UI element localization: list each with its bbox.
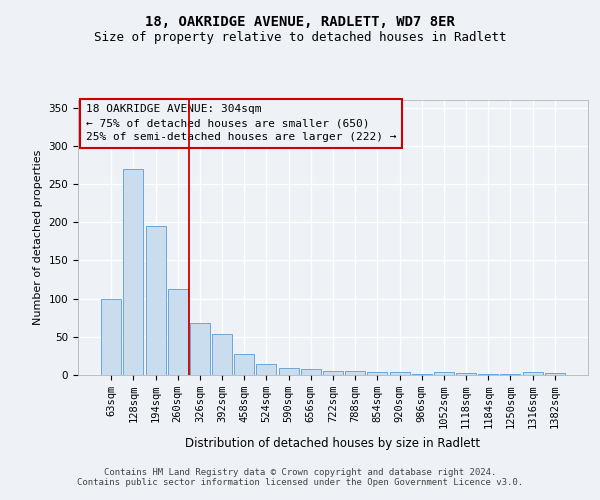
Bar xyxy=(101,298,121,375)
Bar xyxy=(478,374,498,375)
Text: 18 OAKRIDGE AVENUE: 304sqm
← 75% of detached houses are smaller (650)
25% of sem: 18 OAKRIDGE AVENUE: 304sqm ← 75% of deta… xyxy=(86,104,396,142)
Text: Size of property relative to detached houses in Radlett: Size of property relative to detached ho… xyxy=(94,31,506,44)
Bar xyxy=(278,368,299,375)
Bar xyxy=(389,372,410,375)
Bar xyxy=(500,374,520,375)
Bar xyxy=(190,323,210,375)
Bar xyxy=(212,334,232,375)
Y-axis label: Number of detached properties: Number of detached properties xyxy=(33,150,43,325)
Bar xyxy=(367,372,388,375)
Bar xyxy=(412,374,432,375)
Bar xyxy=(545,372,565,375)
X-axis label: Distribution of detached houses by size in Radlett: Distribution of detached houses by size … xyxy=(185,437,481,450)
Text: Contains HM Land Registry data © Crown copyright and database right 2024.
Contai: Contains HM Land Registry data © Crown c… xyxy=(77,468,523,487)
Bar xyxy=(434,372,454,375)
Bar xyxy=(323,371,343,375)
Text: 18, OAKRIDGE AVENUE, RADLETT, WD7 8ER: 18, OAKRIDGE AVENUE, RADLETT, WD7 8ER xyxy=(145,16,455,30)
Bar xyxy=(301,369,321,375)
Bar xyxy=(146,226,166,375)
Bar xyxy=(234,354,254,375)
Bar xyxy=(124,169,143,375)
Bar xyxy=(345,371,365,375)
Bar xyxy=(523,372,542,375)
Bar xyxy=(168,288,188,375)
Bar xyxy=(456,372,476,375)
Bar xyxy=(256,364,277,375)
